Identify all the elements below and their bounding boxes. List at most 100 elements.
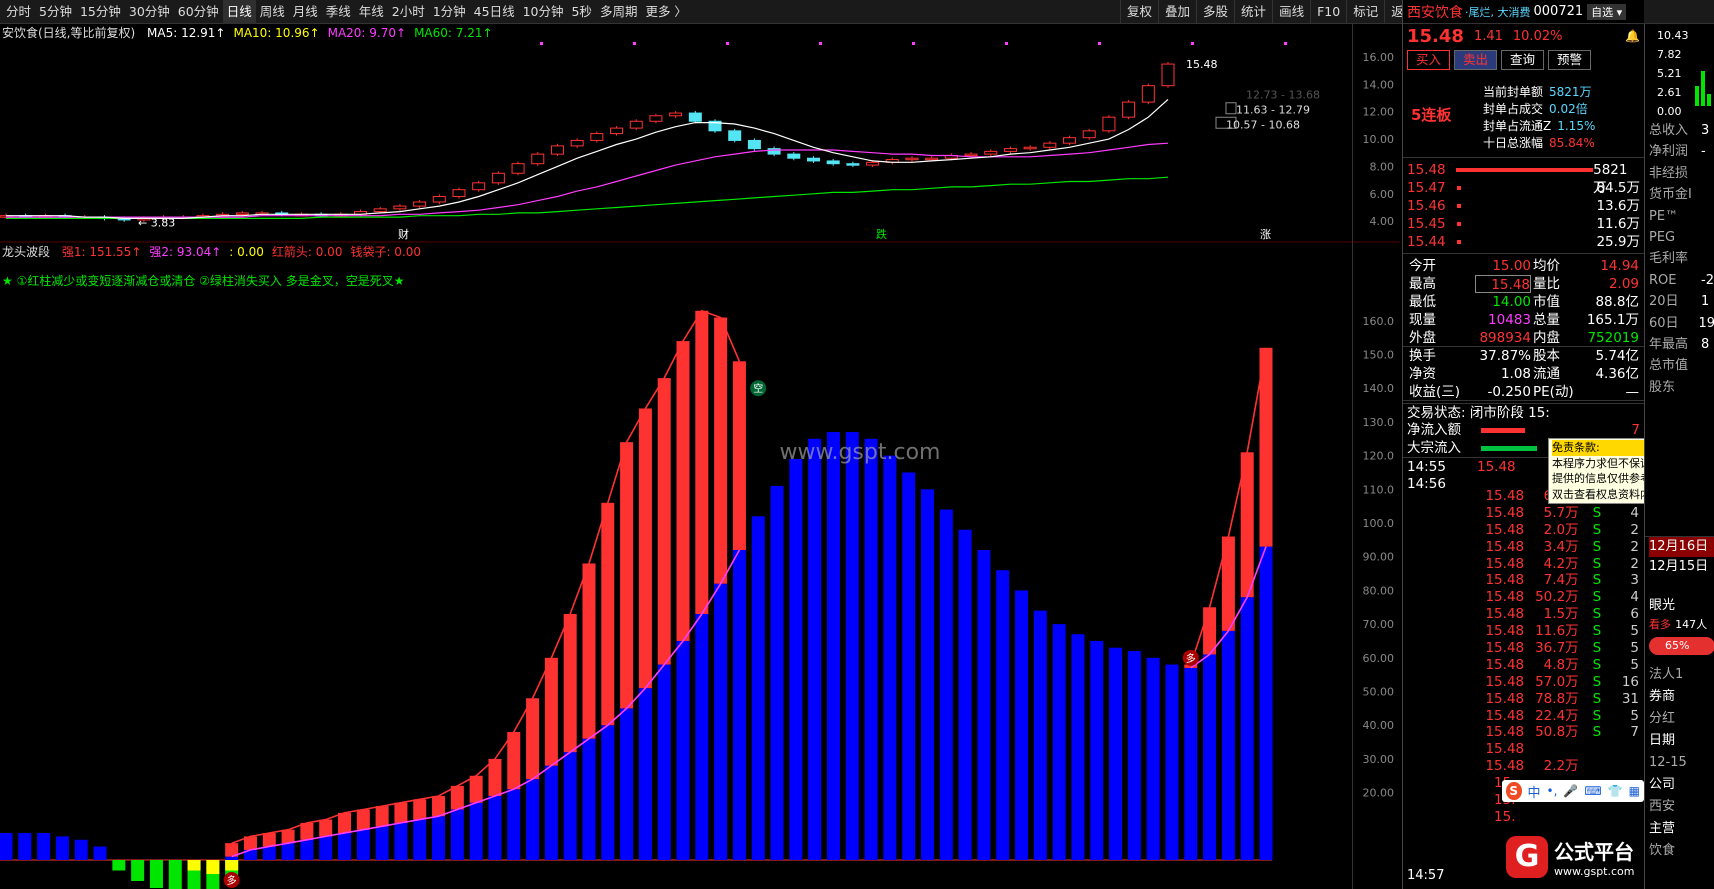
period-tab[interactable]: 45日线 [473, 4, 515, 19]
period-tab[interactable]: 15分钟 [79, 4, 121, 19]
tool-button[interactable]: 统计 [1234, 0, 1272, 24]
candle [590, 133, 604, 141]
seal-row: 封单占流通Z 1.15% [1483, 119, 1596, 133]
blue-bar [714, 583, 728, 860]
ime-punct[interactable]: •, [1546, 784, 1558, 798]
period-tab[interactable]: 日线 [222, 0, 256, 24]
fundamental-item[interactable]: 60日 19 [1649, 315, 1714, 331]
tool-button[interactable]: 复权 [1120, 0, 1158, 24]
fundamental-item[interactable]: 股东 [1649, 379, 1676, 395]
candle [570, 139, 584, 147]
blue-bar [74, 839, 88, 860]
seal-row: 当前封单额 5821万 [1483, 85, 1592, 99]
bid-row[interactable]: 15.44 25.9万 [1407, 234, 1640, 250]
fundamental-item[interactable]: 毛利率 [1649, 251, 1689, 267]
candle [669, 112, 683, 117]
tool-button[interactable]: 多股 [1196, 0, 1234, 24]
blue-bar [638, 688, 652, 860]
period-tab[interactable]: 1分钟 [432, 4, 466, 19]
red-bar [1221, 536, 1235, 631]
keyboard-icon[interactable]: ⌨ [1584, 784, 1602, 798]
blue-bar [338, 833, 352, 860]
mic-icon[interactable]: 🎤 [1563, 784, 1579, 798]
period-tab[interactable]: 5分钟 [39, 4, 72, 19]
period-tab[interactable]: 5秒 [571, 4, 592, 19]
tool-button[interactable]: F10 [1310, 0, 1346, 24]
company-item[interactable]: 公司 [1649, 777, 1676, 792]
bid-row[interactable]: 15.46 13.6万 [1407, 198, 1640, 214]
grid-icon[interactable]: ▦ [1628, 784, 1640, 798]
fundamental-item[interactable]: 非经损 [1649, 165, 1689, 181]
period-tab[interactable]: 年线 [358, 4, 384, 19]
tool-button[interactable]: 标记 [1346, 0, 1384, 24]
fundamental-item[interactable]: 总市值 [1649, 358, 1689, 374]
period-tab[interactable]: 月线 [292, 4, 318, 19]
red-bar [450, 785, 464, 810]
tool-button[interactable]: 叠加 [1158, 0, 1196, 24]
ma-value: MA5: 12.91↑ [147, 26, 226, 40]
blue-bar [469, 802, 483, 860]
blue-bar [93, 846, 107, 860]
candle [787, 153, 801, 159]
bid-bar [1457, 186, 1461, 190]
period-tab[interactable]: 30分钟 [128, 4, 170, 19]
bid-row[interactable]: 15.48 5821万 [1407, 162, 1628, 196]
event-marker[interactable]: 财 [398, 227, 409, 241]
ime-lang[interactable]: 中 [1527, 785, 1541, 801]
period-tab[interactable]: 2小时 [391, 4, 425, 19]
period-tab[interactable]: 多周期 [599, 4, 638, 19]
fundamental-item[interactable]: 净利润 - [1649, 144, 1706, 160]
watchlist-dropdown[interactable]: 自选 ▾ [1587, 3, 1627, 20]
trade-button[interactable]: 预警 [1548, 50, 1592, 70]
ime-toolbar[interactable]: S 中 •, 🎤 ⌨ 👕 ▦ [1502, 780, 1644, 802]
fundamental-item[interactable]: PEG [1649, 230, 1676, 246]
signal-badge-label: 多 [1186, 652, 1196, 665]
tick-row: 15.48 [1485, 741, 1525, 758]
trade-button[interactable]: 卖出 [1454, 50, 1498, 70]
period-tab[interactable]: 周线 [259, 4, 285, 19]
fundamental-item[interactable]: 总收入 3 [1649, 123, 1710, 138]
event-marker[interactable]: 跌 [876, 227, 887, 241]
company-item[interactable]: 主营 [1649, 821, 1676, 836]
mini-bar [1707, 94, 1711, 106]
period-tab[interactable]: 更多 〉 [645, 4, 687, 19]
company-item[interactable]: 西安 [1649, 799, 1676, 814]
tick-row: 15.48 78.8万 S 31 [1485, 690, 1640, 707]
ma-value: MA20: 9.70↑ [327, 26, 407, 40]
mini-bars [1695, 71, 1711, 106]
shirt-icon[interactable]: 👕 [1607, 784, 1623, 798]
bid-row[interactable]: 15.45 11.6万 [1407, 216, 1640, 232]
bid-row[interactable]: 15.47 84.5万 [1407, 180, 1640, 196]
company-item[interactable]: 日期 [1649, 733, 1676, 748]
bell-icon[interactable]: 🔔 [1625, 29, 1640, 43]
period-tab[interactable]: 分时 [6, 4, 32, 19]
blue-bar [657, 664, 671, 860]
seal-row: 十日总涨幅 85.84% [1483, 136, 1595, 150]
period-tab[interactable]: 10分钟 [522, 4, 564, 19]
company-item[interactable]: 券商 [1649, 689, 1676, 704]
company-item[interactable]: 法人1 [1649, 667, 1684, 682]
candle [984, 150, 998, 155]
tick-row: 15.48 2.0万 S 2 [1485, 521, 1640, 538]
fundamental-item[interactable]: 货币金I [1649, 187, 1692, 203]
trade-button[interactable]: 查询 [1501, 50, 1545, 70]
trade-button[interactable]: 买入 [1407, 50, 1451, 70]
fundamental-item[interactable]: ROE -2 [1649, 272, 1714, 288]
company-item[interactable]: 12-15 [1649, 755, 1687, 770]
period-tab[interactable]: 季线 [325, 4, 351, 19]
red-bar [1240, 452, 1254, 598]
period-tab[interactable]: 60分钟 [177, 4, 219, 19]
tool-button[interactable]: 画线 [1272, 0, 1310, 24]
kline-legend: 安饮食(日线,等比前复权) MA5: 12.91↑ MA10: 10.96↑ MA2… [2, 24, 509, 42]
tick-row: 15.48 57.0万 S 16 [1485, 673, 1640, 690]
company-item[interactable]: 饮食 [1649, 843, 1676, 858]
fundamental-item[interactable]: 20日 1 [1649, 294, 1710, 310]
stock-code: 000721 [1533, 4, 1584, 19]
blue-bar [864, 438, 878, 860]
chart-area[interactable]: 16.00 14.00 12.00 10.00 8.00 6.00 4.00 12.73 - … [0, 24, 1400, 889]
event-marker[interactable]: 涨 [1260, 228, 1271, 241]
fundamental-item[interactable]: PE™ [1649, 208, 1679, 224]
blue-bar [1127, 651, 1141, 860]
fundamental-item[interactable]: 年最高 8 [1649, 337, 1710, 353]
company-item[interactable]: 分红 [1649, 711, 1676, 726]
